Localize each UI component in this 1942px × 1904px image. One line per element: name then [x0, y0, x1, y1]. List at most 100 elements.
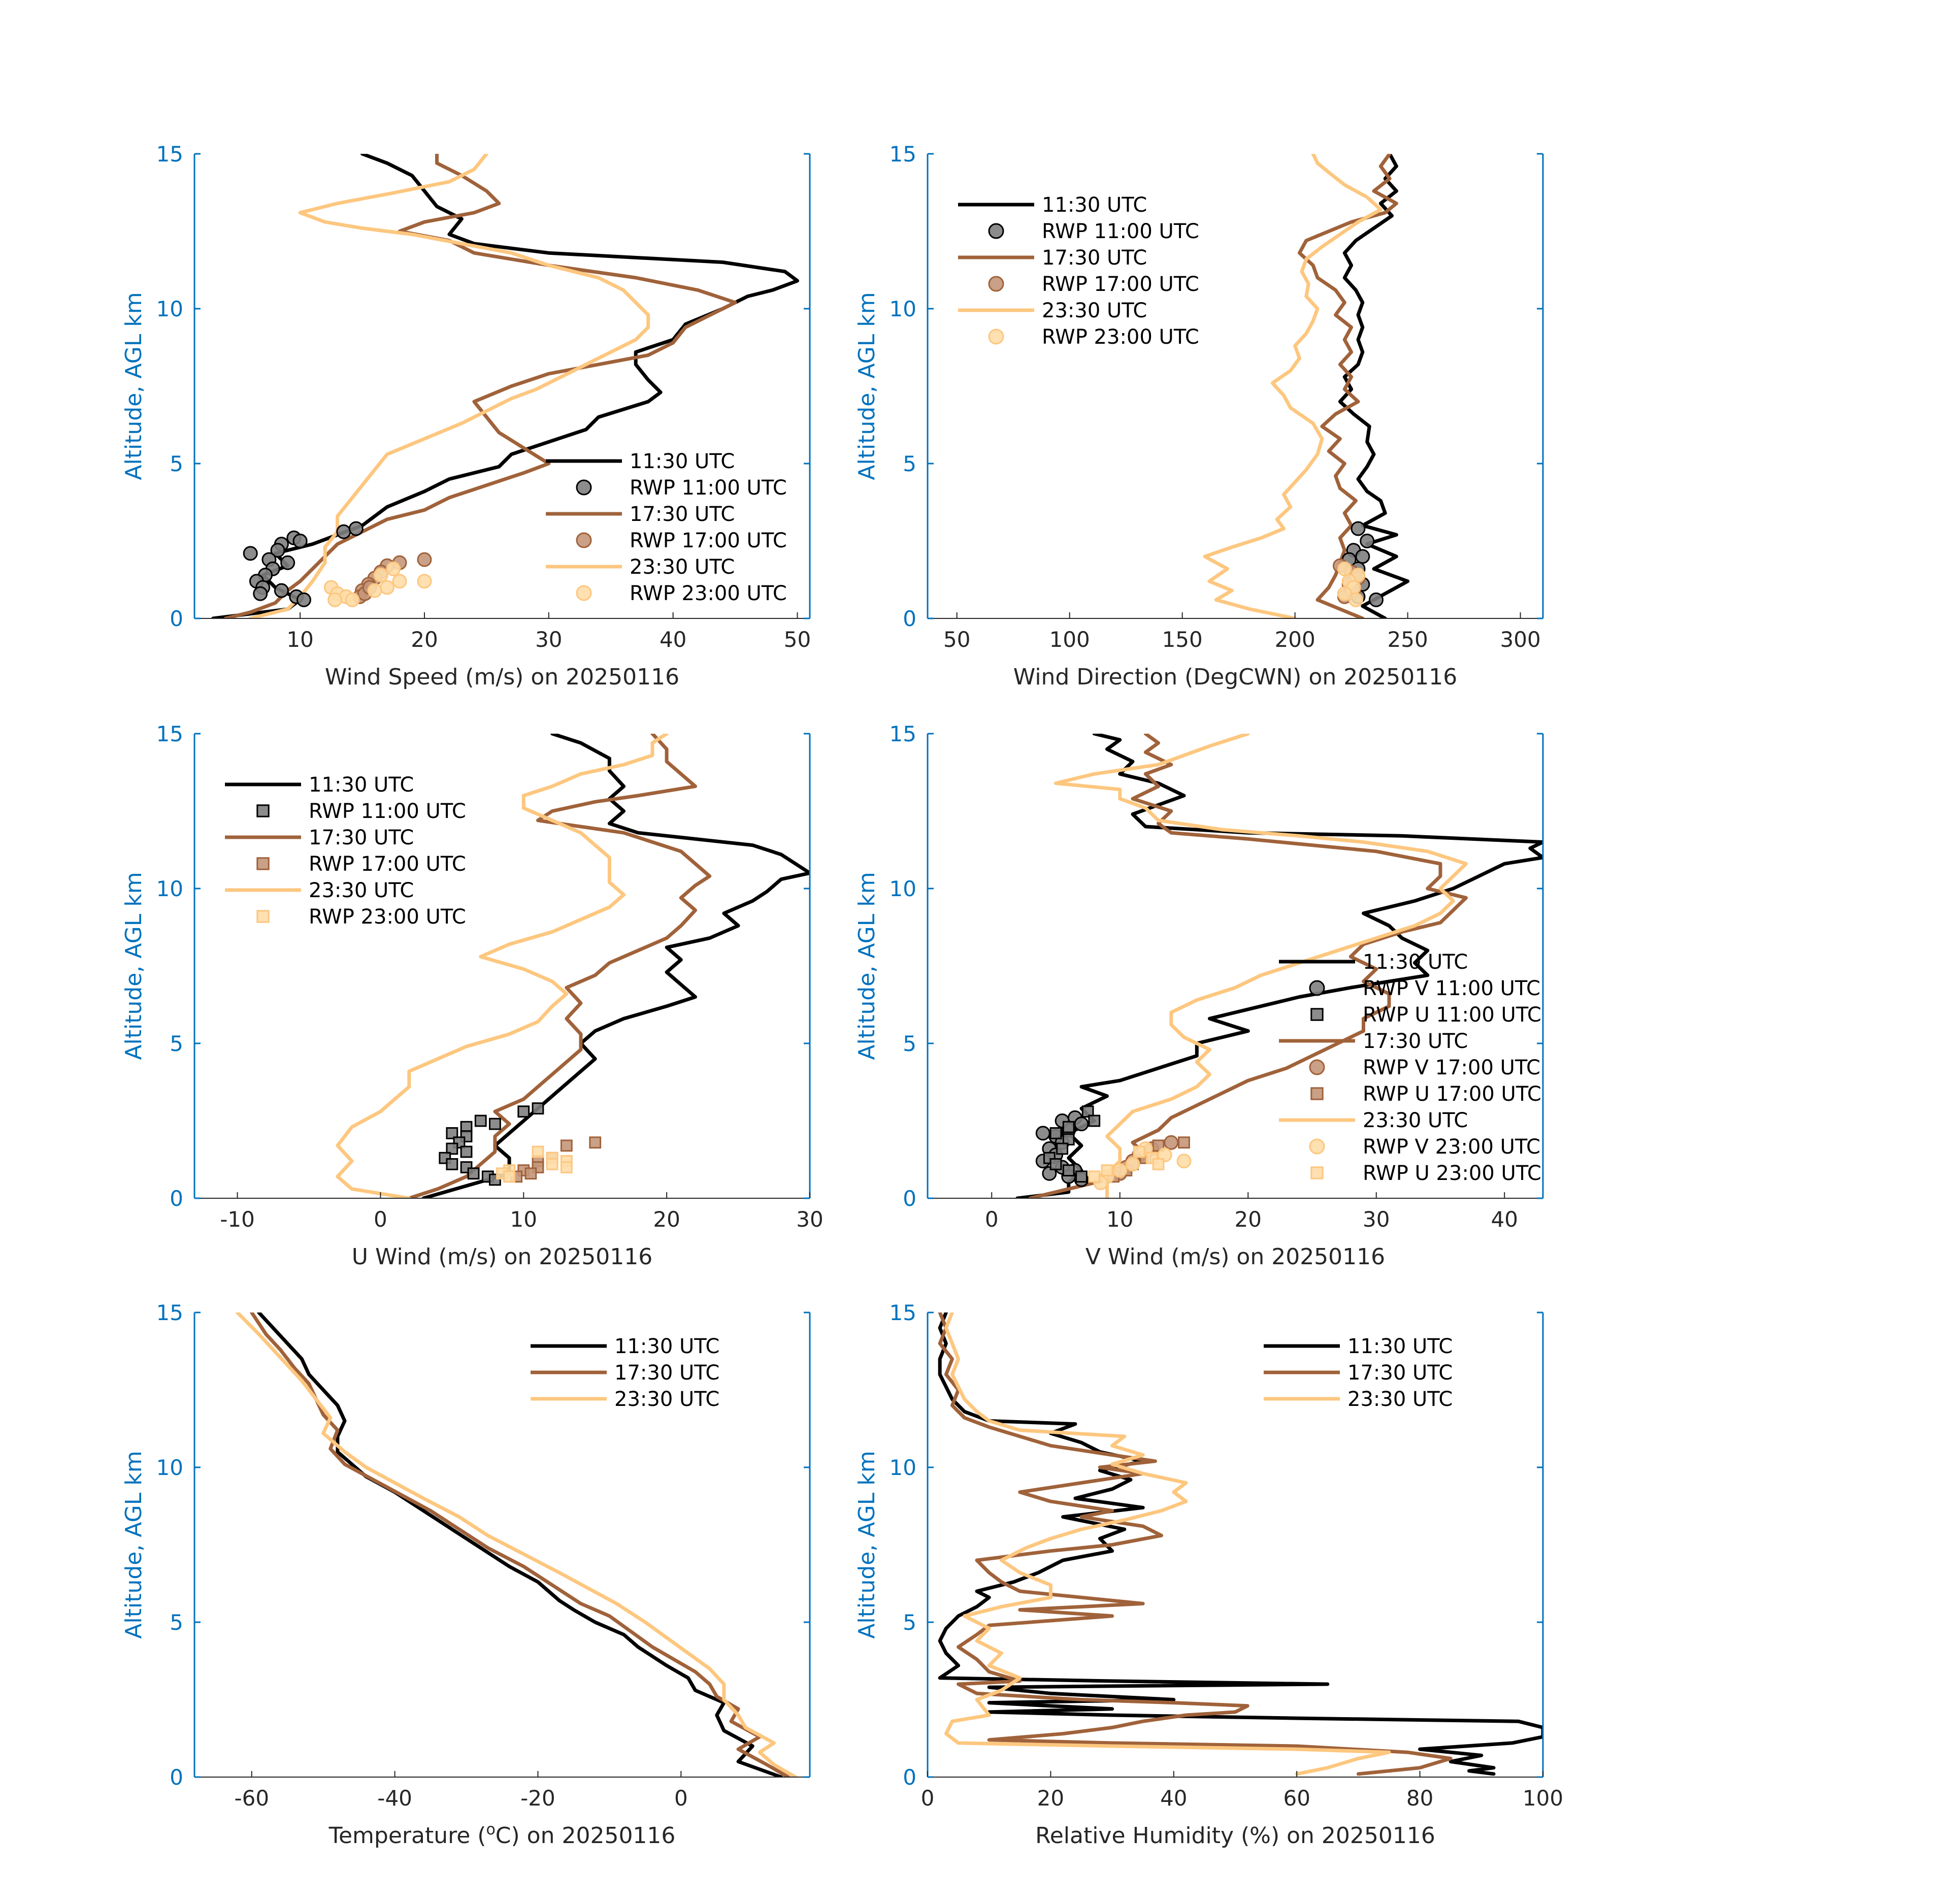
v-wind-legend-swatch-5: [1310, 1087, 1324, 1100]
wind-speed-legend-entry-3: RWP 17:00 UTC: [576, 529, 787, 552]
v-wind-point-8-4: [1088, 1170, 1101, 1183]
v-wind-point-4-1: [1088, 1114, 1101, 1127]
wind-speed-x-tick-label-4: 50: [784, 627, 811, 652]
wind-direction-legend-swatch-5: [988, 329, 1004, 345]
u-wind-y-tick-label-2: 10: [156, 876, 183, 901]
v-wind-point-6-1: [1152, 1139, 1165, 1152]
relative-humidity-legend-entry-1: 17:30 UTC: [1264, 1361, 1453, 1385]
relative-humidity-x-tick-label-0: 0: [921, 1786, 935, 1811]
u-wind-legend-entry-5: RWP 23:00 UTC: [256, 905, 466, 929]
relative-humidity-y-tick-label-2: 10: [890, 1455, 916, 1480]
relative-humidity-legend-entry-0: 11:30 UTC: [1264, 1335, 1453, 1358]
v-wind-point-4-8: [1062, 1164, 1075, 1176]
temperature-y-axis-label: Altitude, AGL km: [121, 1451, 147, 1638]
temperature-legend-entry-1: 17:30 UTC: [531, 1361, 719, 1385]
v-wind-point-7-3: [1125, 1157, 1140, 1172]
wind-speed-series-markers-5: [323, 561, 432, 607]
wind-direction-y-axis-label: Altitude, AGL km: [854, 292, 880, 480]
v-wind-legend-swatch-4: [1309, 1059, 1325, 1075]
temperature-legend-label-2: 23:30 UTC: [614, 1388, 719, 1411]
u-wind-point-5-7: [503, 1170, 515, 1183]
v-wind-legend-entry-4: RWP V 17:00 UTC: [1309, 1056, 1540, 1079]
wind-speed-legend-swatch-3: [576, 532, 592, 548]
wind-direction-legend-label-1: RWP 11:00 UTC: [1042, 220, 1199, 243]
wind-direction-x-tick-label-5: 300: [1500, 627, 1541, 652]
wind-direction-series-markers-5: [1337, 561, 1366, 607]
u-wind-legend-swatch-1: [256, 804, 270, 817]
temperature-x-axis-label-end: C) on 20250116: [496, 1823, 676, 1849]
wind-speed-y-tick-label-3: 15: [156, 142, 183, 167]
wind-direction-series: [1203, 154, 1410, 618]
u-wind-series: [336, 734, 810, 1198]
wind-direction-legend-entry-2: 17:30 UTC: [958, 246, 1147, 270]
temperature-y-tick-label-0: 0: [170, 1765, 183, 1790]
u-wind-legend-label-3: RWP 17:00 UTC: [309, 852, 466, 876]
temperature-axes: -60 -40 -20 0 0 5 10 15: [156, 1300, 811, 1811]
panel-relative-humidity: 0 20 40 60 80 100 0 5 10 15 Relative Humidity (%)…: [854, 1300, 1563, 1849]
relative-humidity-x-tick-label-5: 100: [1523, 1786, 1563, 1811]
wind-direction-legend-swatch-3: [988, 276, 1004, 292]
wind-direction-point-5-0: [1337, 561, 1352, 576]
u-wind-y-axis-label: Altitude, AGL km: [121, 872, 147, 1060]
wind-speed-point-5-4: [380, 580, 395, 595]
v-wind-legend: 11:30 UTC RWP V 11:00 UTC RWP U 11:00 UTC 1…: [1279, 950, 1541, 1185]
u-wind-point-3-13: [467, 1167, 480, 1180]
wind-direction-y-tick-label-2: 10: [890, 297, 916, 321]
wind-speed-series-markers-3: [243, 521, 364, 607]
wind-speed-point-3-16: [348, 521, 364, 536]
v-wind-legend-label-5: RWP U 17:00 UTC: [1363, 1082, 1541, 1106]
wind-speed-y-tick-label-0: 0: [170, 606, 183, 631]
v-wind-legend-entry-2: RWP U 11:00 UTC: [1310, 1003, 1541, 1027]
v-wind-y-tick-label-0: 0: [903, 1186, 916, 1211]
relative-humidity-legend-label-1: 17:30 UTC: [1347, 1361, 1453, 1385]
v-wind-y-tick-label-3: 15: [890, 721, 916, 746]
wind-speed-point-3-14: [296, 592, 311, 607]
wind-speed-point-4-0: [417, 552, 432, 567]
wind-speed-point-3-6: [280, 555, 295, 570]
v-wind-point-8-0: [1133, 1145, 1145, 1158]
wind-speed-point-3-11: [274, 583, 289, 598]
wind-speed-point-5-3: [417, 574, 432, 589]
wind-direction-point-5-5: [1348, 592, 1364, 607]
u-wind-point-5-0: [532, 1145, 544, 1158]
v-wind-y-axis-label: Altitude, AGL km: [854, 872, 880, 1060]
temperature-y-tick-label-3: 15: [156, 1300, 183, 1325]
wind-speed-point-3-0: [243, 546, 258, 561]
temperature-legend-label-0: 11:30 UTC: [614, 1335, 719, 1358]
v-wind-legend-entry-1: RWP V 11:00 UTC: [1309, 977, 1540, 1000]
wind-speed-point-3-15: [336, 524, 351, 539]
u-wind-legend-entry-2: 17:30 UTC: [225, 826, 414, 849]
wind-speed-legend-entry-2: 17:30 UTC: [546, 503, 735, 526]
temperature-series-line-2: [236, 1312, 798, 1777]
wind-direction-legend: 11:30 UTC RWP 11:00 UTC 17:30 UTC RWP 17:00…: [958, 193, 1199, 349]
v-wind-legend-label-6: 23:30 UTC: [1363, 1109, 1468, 1132]
wind-direction-legend-label-5: RWP 23:00 UTC: [1042, 325, 1199, 349]
wind-speed-legend: 11:30 UTC RWP 11:00 UTC 17:30 UTC RWP 17:00…: [546, 450, 787, 605]
relative-humidity-y-tick-label-1: 5: [903, 1610, 916, 1635]
wind-direction-legend-entry-0: 11:30 UTC: [958, 193, 1147, 217]
v-wind-point-4-7: [1049, 1158, 1062, 1170]
v-wind-legend-label-1: RWP V 11:00 UTC: [1363, 977, 1540, 1000]
wind-speed-x-tick-label-0: 10: [286, 627, 313, 652]
u-wind-legend-swatch-5: [256, 910, 270, 923]
wind-direction-x-tick-label-1: 100: [1049, 627, 1090, 652]
wind-direction-legend-entry-1: RWP 11:00 UTC: [988, 220, 1199, 243]
wind-speed-x-axis-label: Wind Speed (m/s) on 20250116: [325, 664, 679, 690]
v-wind-point-8-2: [1152, 1158, 1165, 1170]
v-wind-legend-swatch-1: [1309, 980, 1325, 996]
wind-speed-x-tick-label-1: 20: [411, 627, 438, 652]
v-wind-point-8-3: [1101, 1164, 1113, 1176]
v-wind-point-3-5: [1074, 1117, 1089, 1132]
wind-direction-legend-label-0: 11:30 UTC: [1042, 193, 1147, 217]
v-wind-legend-label-3: 17:30 UTC: [1363, 1030, 1468, 1053]
v-wind-point-6-0: [1178, 1136, 1190, 1149]
v-wind-series: [1015, 734, 1543, 1198]
panel-u-wind: -10 0 10 20 30 0 5 10 15 U Wind (m/s) on 2025011…: [121, 721, 824, 1270]
wind-speed-y-tick-label-1: 5: [170, 451, 183, 476]
u-wind-x-tick-label-2: 10: [510, 1207, 537, 1232]
relative-humidity-x-axis-label: Relative Humidity (%) on 20250116: [1035, 1823, 1435, 1849]
wind-speed-legend-swatch-1: [576, 479, 592, 496]
wind-direction-series-line-1: [1298, 154, 1398, 618]
relative-humidity-legend-label-0: 11:30 UTC: [1347, 1335, 1453, 1358]
